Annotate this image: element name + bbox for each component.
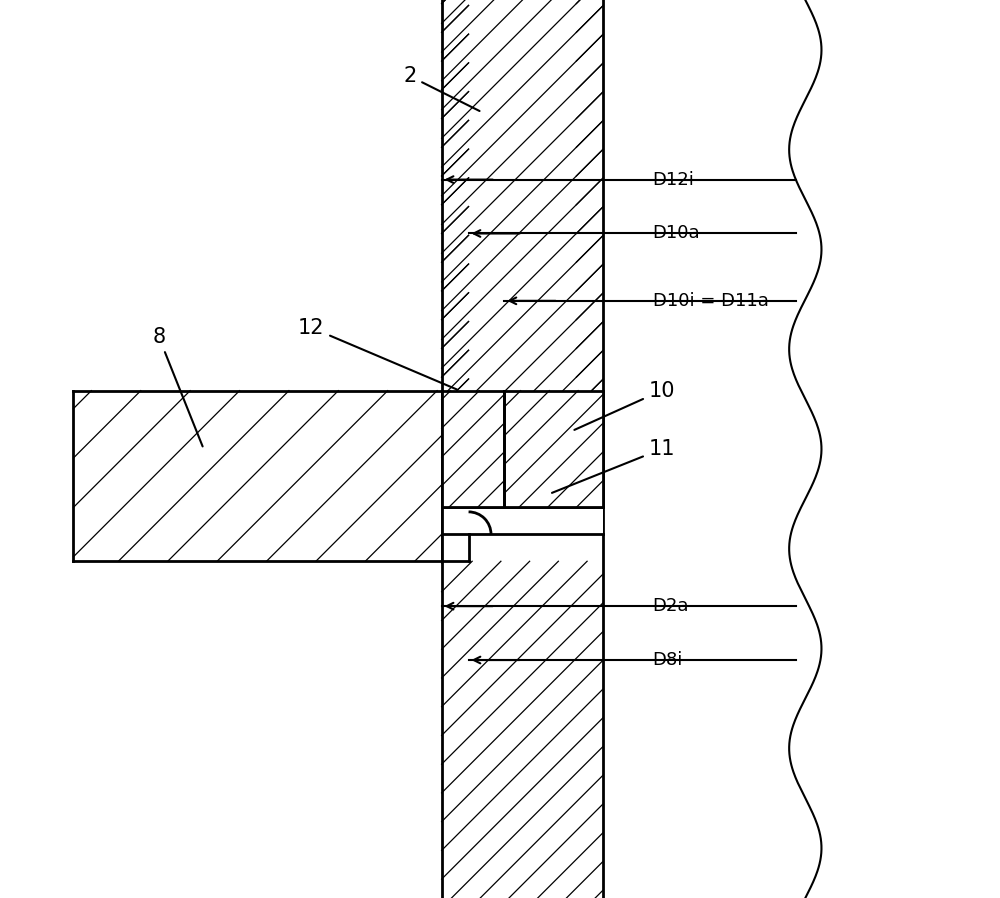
- Bar: [442, 507, 603, 534]
- Text: 2: 2: [404, 66, 480, 111]
- Text: D10a: D10a: [653, 224, 700, 242]
- Bar: [504, 391, 603, 507]
- Text: D10i = D11a: D10i = D11a: [653, 292, 769, 310]
- Bar: [442, 0, 603, 391]
- Text: D8i: D8i: [653, 651, 683, 669]
- Bar: [442, 391, 504, 507]
- Bar: [442, 507, 469, 561]
- Text: 10: 10: [574, 381, 675, 430]
- Text: 11: 11: [552, 439, 675, 493]
- Bar: [442, 561, 603, 898]
- Text: 12: 12: [298, 318, 457, 390]
- Text: 8: 8: [152, 327, 203, 446]
- Text: D12i: D12i: [653, 171, 695, 189]
- Text: D2a: D2a: [653, 597, 689, 615]
- Bar: [73, 391, 442, 561]
